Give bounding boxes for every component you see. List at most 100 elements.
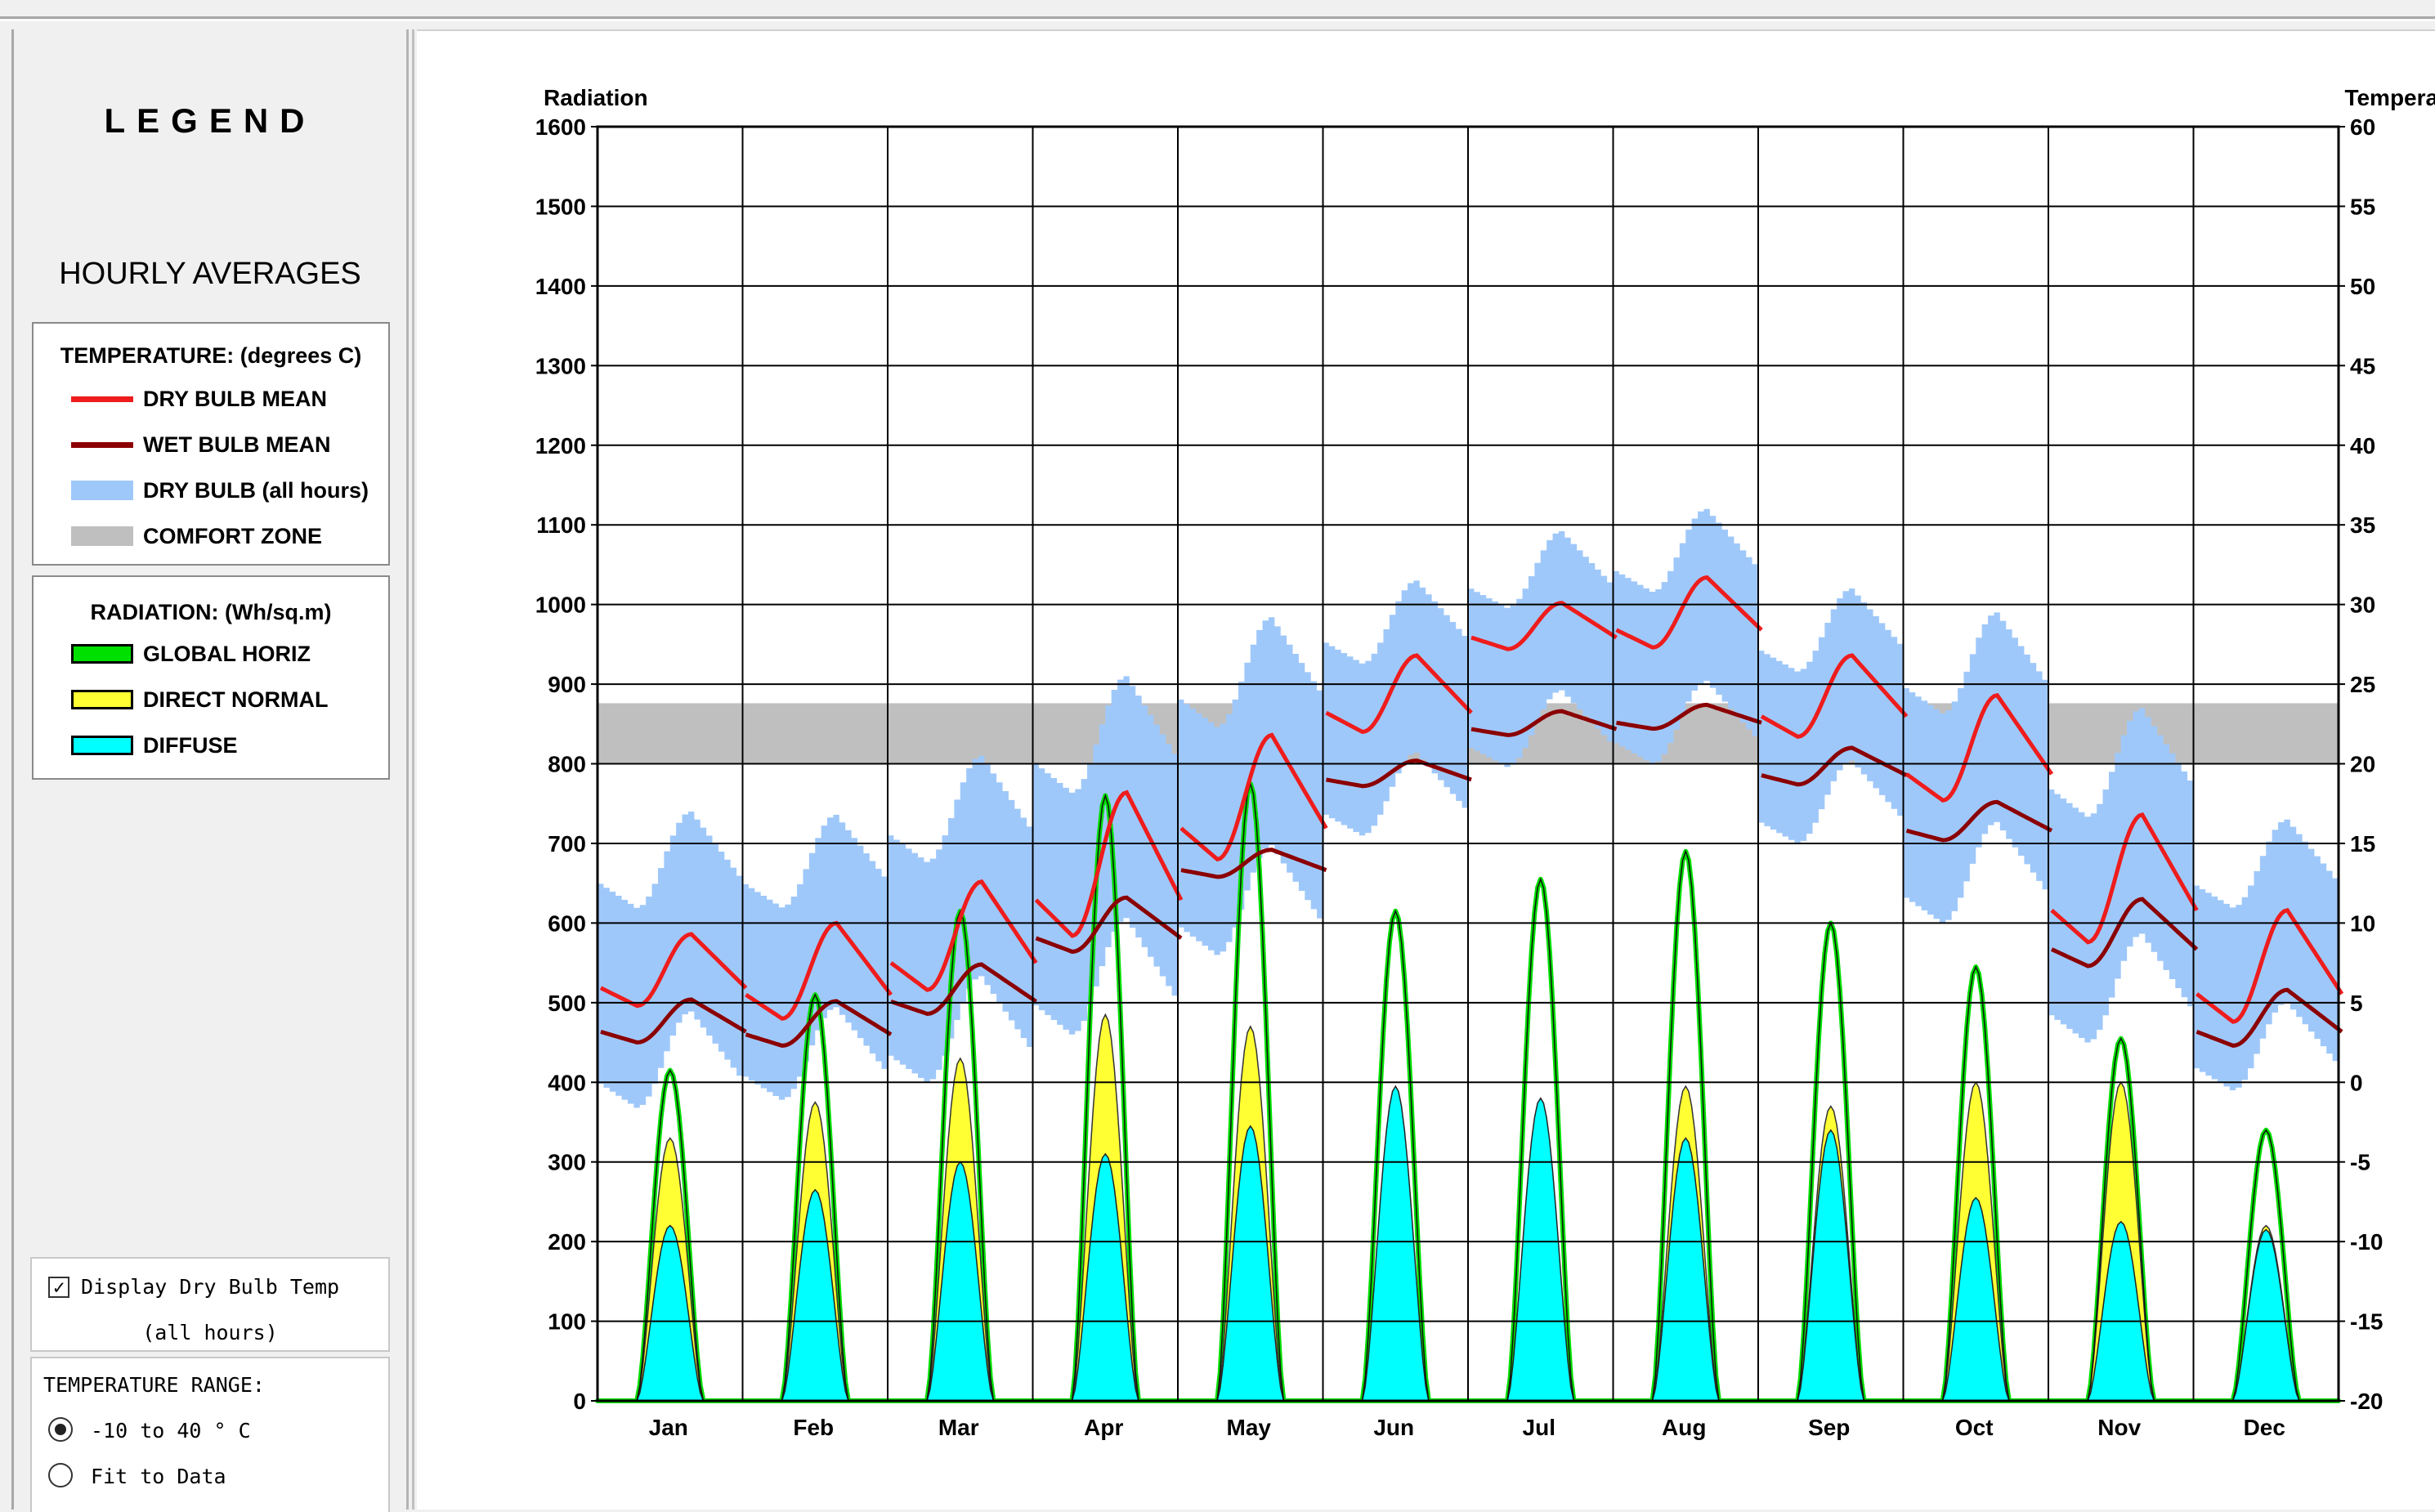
wet-bulb-mean-line-Nov [2050,897,2199,968]
month-label: May [1227,1415,1272,1440]
radiation-tick-label: 500 [548,991,586,1016]
dry-bulb-mean-line-Jul [1470,601,1618,651]
dry-bulb-mean-line-Feb [745,920,893,1021]
dry-bulb-all-swatch [71,481,133,500]
chart-panel: Radiation Temperature Jan Feb Mar Apr May Jun J… [417,29,2435,1510]
legend-item-label: DRY BULB (all hours) [143,477,369,503]
radio-range-10-40-label[interactable]: -10 to 40 ° C [91,1419,251,1443]
month-label: Oct [1955,1415,1994,1440]
temperature-tick-label: 30 [2350,593,2375,618]
display-dry-bulb-label-line2: (all hours) [142,1321,278,1344]
temperature-tick-label: 40 [2350,433,2375,459]
diffuse-area-Feb [742,1188,888,1402]
dry-bulb-band-Nov [2048,708,2194,1043]
legend-item-label: DRY BULB MEAN [143,386,328,411]
diffuse-area-May [1178,1125,1323,1402]
hourly-averages-title: HOURLY AVERAGES [59,257,361,291]
wet-bulb-mean-line-Dec [2196,987,2343,1048]
dry-bulb-band-Jul [1468,530,1614,767]
temperature-tick-label: 50 [2350,274,2375,299]
plot-frame [596,125,2340,1402]
dry-bulb-mean-line-Nov [2050,812,2199,945]
temperature-range-control: TEMPERATURE RANGE: -10 to 40 ° C Fit to … [30,1357,390,1512]
temperature-tick-label: 5 [2350,991,2363,1016]
wet-bulb-mean-line-Oct [1905,799,2053,843]
temperature-tick-label: 45 [2350,353,2375,378]
dry-bulb-band-Aug [1613,508,1758,764]
legend-title: LEGEND [104,101,316,140]
direct-normal-swatch [71,690,133,709]
wet-bulb-mean-swatch [71,441,133,448]
radiation-tick-label: 300 [548,1150,586,1175]
dry-bulb-mean-line-Sep [1760,653,1909,740]
radiation-tick-label: 1500 [535,194,586,219]
temperature-tick-label: 10 [2350,910,2375,936]
wet-bulb-mean-line-Aug [1616,702,1762,731]
wet-bulb-mean-line-Jan [600,997,747,1045]
radiation-tick-label: 1600 [535,114,586,140]
temperature-tick-label: -20 [2350,1389,2383,1414]
radiation-legend-box: RADIATION: (Wh/sq.m) GLOBAL HORIZ DIRECT… [32,575,390,780]
legend-item-comfort-zone: COMFORT ZONE [71,520,322,552]
wet-bulb-mean-line-Feb [745,999,893,1048]
legend-item-dry-bulb-mean: DRY BULB MEAN [71,382,327,415]
radio-range-10-40[interactable] [48,1417,73,1442]
diffuse-swatch [71,736,133,755]
diffuse-area-Nov [2048,1220,2194,1402]
radiation-tick-label: 1100 [536,512,586,538]
display-dry-bulb-control[interactable]: ✓ Display Dry Bulb Temp (all hours) [30,1257,390,1352]
month-label: Dec [2244,1415,2285,1440]
legend-item-label: WET BULB MEAN [143,432,331,457]
dry-bulb-mean-line-May [1179,732,1328,862]
temperature-tick-label: 25 [2350,672,2375,697]
global-horiz-swatch [71,644,133,664]
dry-bulb-mean-swatch [71,396,133,402]
wet-bulb-mean-line-Jul [1470,709,1618,737]
temperature-legend-header: TEMPERATURE: (degrees C) [60,343,362,368]
month-label: Jul [1523,1415,1555,1440]
month-label: Nov [2097,1415,2141,1440]
dry-bulb-mean-line-Jan [599,932,748,1009]
legend-item-wet-bulb-mean: WET BULB MEAN [71,428,330,461]
window-frame [0,16,2435,21]
display-dry-bulb-label: Display Dry Bulb Temp [81,1275,340,1299]
temperature-tick-label: 35 [2350,512,2375,538]
radiation-tick-label: 0 [573,1389,586,1414]
month-label: Feb [793,1415,834,1440]
month-label: Jun [1373,1415,1414,1440]
temperature-range-label: TEMPERATURE RANGE: [43,1373,265,1397]
temperature-tick-label: 20 [2350,752,2375,777]
wet-bulb-mean-line-Mar [890,962,1037,1017]
dry-bulb-mean-line-Mar [889,879,1038,992]
dry-bulb-mean-line-Oct [1905,692,2054,803]
radiation-tick-label: 600 [548,910,586,936]
radiation-tick-label: 1000 [535,593,586,618]
radio-fit-to-data-label[interactable]: Fit to Data [91,1465,226,1488]
radio-fit-to-data[interactable] [48,1463,73,1487]
legend-item-dry-bulb-all: DRY BULB (all hours) [71,474,369,507]
dry-bulb-band-Apr [1032,676,1178,1035]
legend-item-label: GLOBAL HORIZ [143,641,311,666]
panel-divider [412,29,415,1510]
weather-chart: Radiation Temperature Jan Feb Mar Apr May Jun J… [535,85,2435,1440]
wet-bulb-mean-line-Apr [1035,895,1183,955]
temperature-tick-label: 60 [2350,114,2375,140]
legend-item-global-horiz: GLOBAL HORIZ [71,637,311,670]
radiation-tick-label: 900 [548,672,586,697]
radiation-tick-label: 200 [548,1229,586,1255]
dry-bulb-band-Jun [1323,580,1468,836]
temperature-tick-label: -10 [2350,1229,2383,1255]
month-label: Mar [938,1415,979,1440]
radiation-tick-label: 1400 [535,274,586,299]
display-dry-bulb-checkbox[interactable]: ✓ [48,1277,69,1298]
dry-bulb-band-Sep [1758,588,1904,843]
comfort-zone-swatch [71,526,133,546]
legend-item-label: DIRECT NORMAL [143,687,329,712]
check-icon: ✓ [53,1276,65,1299]
diffuse-area-Oct [1903,1197,2048,1402]
diffuse-area-Dec [2193,1228,2339,1402]
legend-item-direct-normal: DIRECT NORMAL [71,683,328,716]
temperature-tick-label: -15 [2350,1309,2383,1335]
wet-bulb-mean-line-Jun [1326,758,1472,789]
month-label: Jan [649,1415,688,1440]
